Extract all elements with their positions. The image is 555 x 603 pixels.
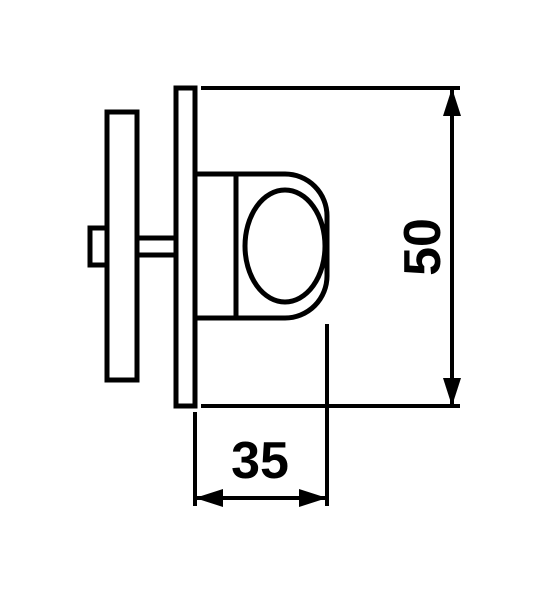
arrowhead xyxy=(443,88,461,116)
dimension-label-width: 35 xyxy=(231,432,289,490)
part-knob-face-ellipse xyxy=(245,190,325,302)
arrowhead xyxy=(299,489,327,507)
part-plate-left xyxy=(107,112,137,380)
arrowhead xyxy=(443,378,461,406)
arrowhead xyxy=(195,489,223,507)
part-plate-right xyxy=(176,88,195,406)
part-shaft xyxy=(137,238,176,255)
part-knob-body xyxy=(195,174,327,318)
dimension-label-height: 50 xyxy=(394,218,452,276)
part-screw-tip xyxy=(90,228,107,265)
